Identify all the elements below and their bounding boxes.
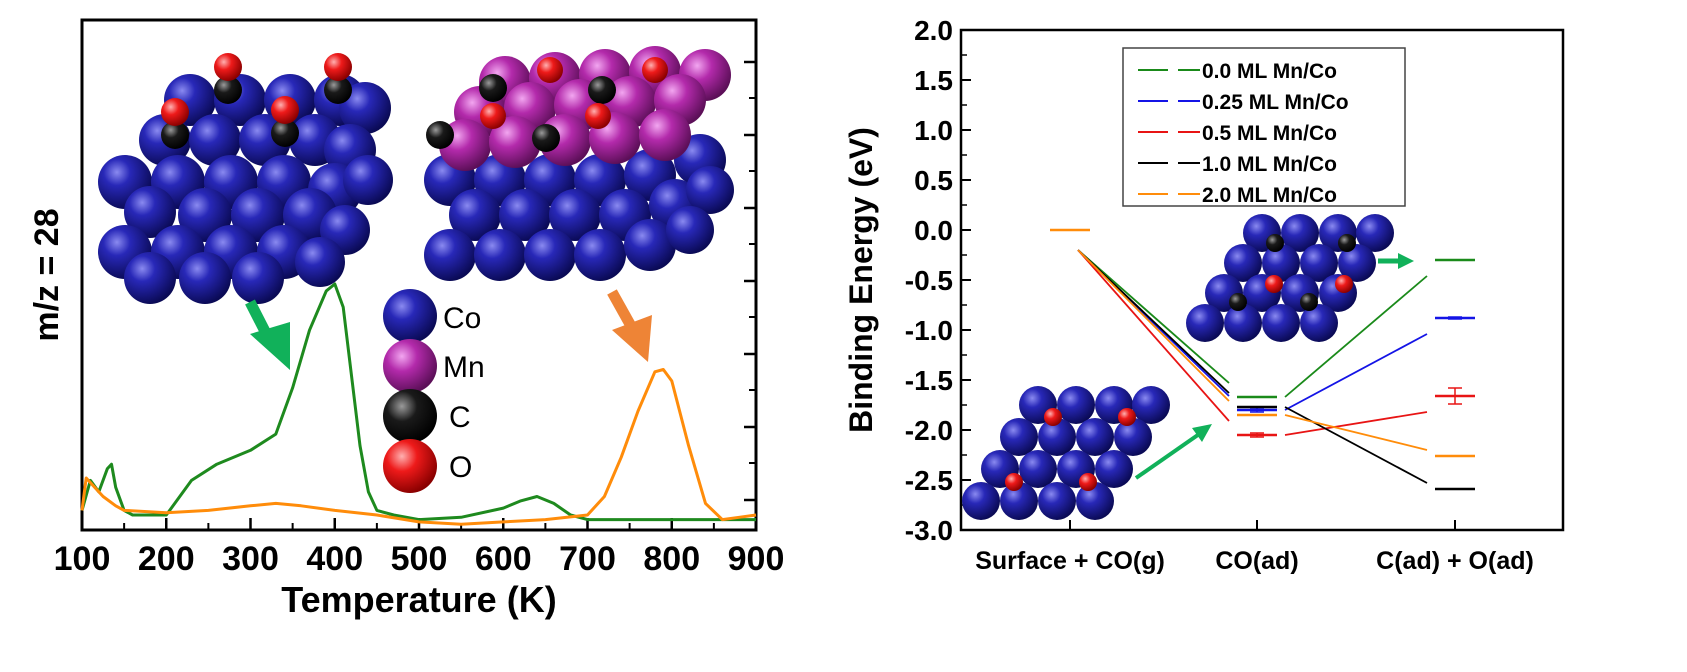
tpd-y-axis-label: m/z = 28 [28,208,66,341]
energy-y-tick-label: -0.5 [905,265,953,296]
tpd-legend: Co Mn C O [383,289,485,493]
energy-y-tick-label: 2.0 [914,15,953,46]
energy-legend-label: 2.0 ML Mn/Co [1202,184,1337,207]
energy-connector [1077,249,1230,422]
energy-series-1 [1077,249,1475,399]
energy-y-tick-label: 0.0 [914,215,953,246]
green-arrow-left [245,299,290,370]
energy-legend-label: 0.25 ML Mn/Co [1202,91,1349,114]
tpd-x-tick-label: 700 [559,540,616,578]
energy-connector [1284,406,1428,484]
energy-y-tick-label: -1.0 [905,315,953,346]
tpd-panel: 100 200 300 400 500 600 700 800 900 [28,18,785,620]
tpd-x-tick-label: 400 [306,540,363,578]
mn-surface-picture [424,46,734,281]
tpd-series [80,282,757,526]
energy-x-tick-label: Surface + CO(g) [975,547,1165,575]
legend-co-label: Co [443,302,481,335]
tpd-ticks: 100 200 300 400 500 600 700 800 900 [54,60,785,578]
energy-connector [1284,333,1428,411]
be-ticks: 2.0 1.5 1.0 0.5 0.0 -0.5 -1.0 -1.5 -2.0 -2.5 -3.0 S… [905,15,1534,575]
energy-x-tick-label: CO(ad) [1215,547,1298,575]
legend-c-label: C [449,401,471,434]
o-ad-picture [962,386,1170,520]
legend-co-swatch [383,289,437,343]
energy-connector [1077,249,1230,402]
tpd-x-tick-label: 600 [475,540,532,578]
green-arrow-to-co-ad [1134,424,1212,480]
energy-legend-label: 0.5 ML Mn/Co [1202,122,1337,145]
legend-mn-swatch [383,339,437,393]
energy-connector [1284,411,1428,436]
tpd-x-tick-label: 900 [728,540,785,578]
energy-connector [1077,249,1230,384]
co-ad-picture [1186,214,1394,342]
energy-x-tick-label: C(ad) + O(ad) [1376,547,1534,575]
energy-y-tick-label: 1.0 [914,115,953,146]
tpd-x-tick-label: 200 [138,540,195,578]
energy-y-tick-label: -1.5 [905,365,953,396]
be-series [1050,228,1475,491]
tpd-series-line-1 [80,282,756,522]
tpd-x-tick-label: 500 [391,540,448,578]
energy-y-tick-label: 1.5 [914,65,953,96]
orange-arrow-right [607,289,652,362]
energy-y-axis-label: Binding Energy (eV) [843,127,879,433]
green-arrow-to-c-o-ad [1378,253,1414,269]
energy-connector [1077,249,1230,394]
energy-legend-box [1122,47,1406,207]
tpd-series-line-2 [80,368,757,526]
energy-legend: 0.0 ML Mn/Co 0.25 ML Mn/Co 0.5 ML Mn/Co 1.0… [1122,47,1406,207]
tpd-x-tick-label: 800 [643,540,700,578]
energy-y-tick-label: -2.0 [905,415,953,446]
energy-connector [1284,414,1428,451]
tpd-x-axis-label: Temperature (K) [281,579,556,620]
energy-series-3 [1077,249,1475,438]
energy-connector [1284,275,1428,398]
energy-series-4 [1077,249,1475,491]
energy-legend-label: 0.0 ML Mn/Co [1202,60,1337,83]
co-surface-picture [98,53,393,304]
energy-legend-label: 1.0 ML Mn/Co [1202,153,1337,176]
legend-mn-label: Mn [443,351,485,384]
energy-y-tick-label: 0.5 [914,165,953,196]
legend-o-label: O [449,451,472,484]
energy-series-5 [1050,228,1475,458]
legend-c-swatch [383,389,437,443]
legend-o-swatch [383,439,437,493]
tpd-x-tick-label: 100 [54,540,111,578]
energy-panel: 2.0 1.5 1.0 0.5 0.0 -0.5 -1.0 -1.5 -2.0 -2.5 -3.0 S… [843,15,1565,575]
energy-y-tick-label: -2.5 [905,465,953,496]
energy-y-tick-label: -3.0 [905,515,953,546]
tpd-x-tick-label: 300 [222,540,279,578]
